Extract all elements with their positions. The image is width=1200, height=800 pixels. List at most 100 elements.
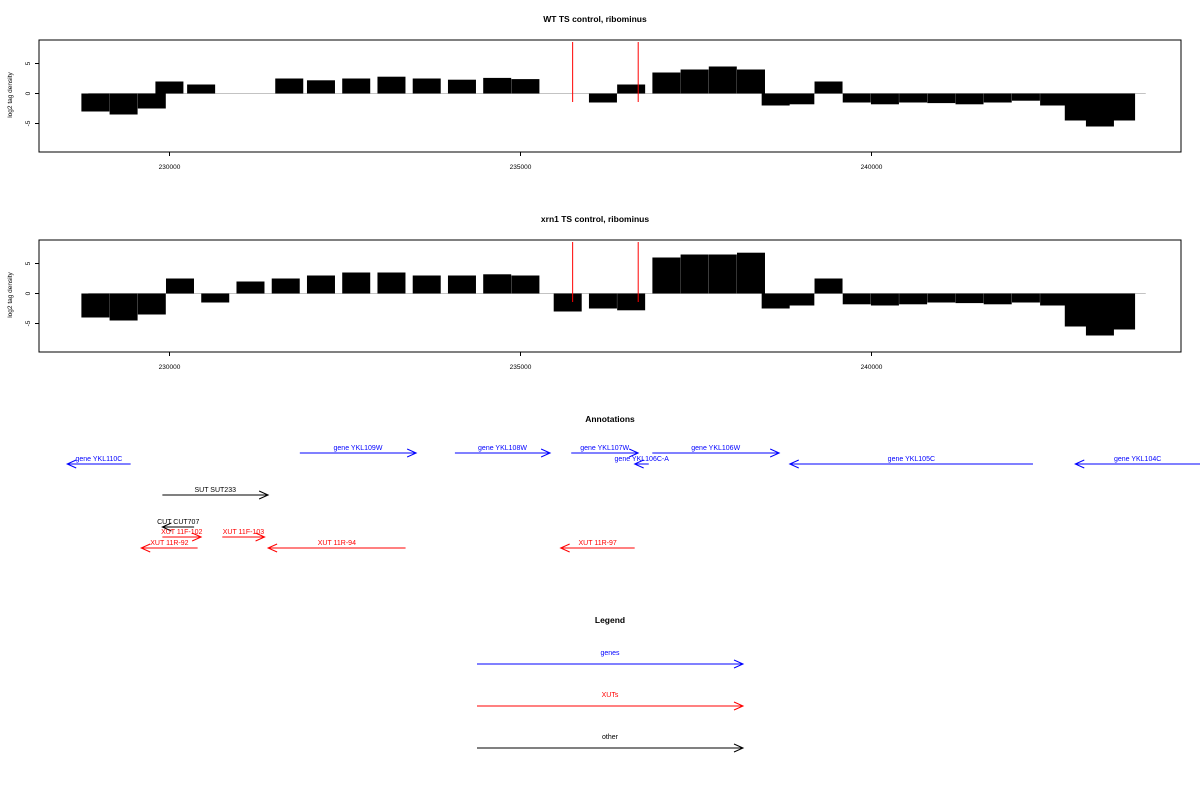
feature-label: XUT 11R-94 [318, 540, 356, 547]
signal-bar [983, 93, 1012, 103]
panel-title: xrn1 TS control, ribominus [541, 214, 649, 224]
feature-gene: gene YKL108W [454, 445, 552, 458]
signal-bar [617, 84, 646, 94]
annotations-title: Annotations [585, 414, 635, 424]
feature-label: gene YKL109W [334, 445, 383, 452]
signal-bar [412, 78, 441, 94]
bar-layer [81, 252, 1146, 336]
arrowhead [161, 522, 172, 532]
x-tick-label: 230000 [159, 364, 181, 371]
signal-bar [708, 66, 737, 94]
signal-bar [377, 272, 406, 294]
signal-bar [511, 275, 540, 294]
signal-bar [447, 79, 476, 94]
arrowhead [733, 743, 745, 753]
signal-bar [652, 257, 681, 294]
signal-bar [483, 77, 512, 94]
y-tick-label: -5 [25, 120, 32, 126]
feature-gene: gene YKL109W [299, 445, 418, 458]
legend-label: genes [600, 650, 620, 657]
feature-label: XUT 11F-102 [161, 529, 202, 536]
feature-label: gene YKL105C [888, 456, 935, 463]
signal-bar [680, 254, 709, 294]
y-tick-label: 5 [25, 61, 32, 65]
signal-bar [680, 69, 709, 94]
feature-layer: gene YKL110C gene YKL109W gene YKL108W gene… [65, 445, 1200, 553]
signal-bar [955, 93, 984, 105]
arrowhead [258, 490, 270, 500]
x-tick-label: 240000 [861, 364, 883, 371]
signal-bar [511, 79, 540, 94]
signal-bar [447, 275, 476, 294]
feature-label: XUT 11F-103 [223, 529, 264, 536]
signal-bar [165, 278, 194, 294]
signal-bar [1040, 93, 1069, 106]
x-tick-label: 230000 [159, 164, 181, 171]
bar-layer [81, 66, 1146, 127]
y-tick-label: 0 [25, 91, 32, 95]
feature-label: gene YKL110C [75, 456, 122, 463]
signal-bar [736, 69, 765, 94]
signal-bar [483, 274, 512, 294]
track-panel-xrn1: xrn1 TS control, ribominus log2 tag dens… [7, 214, 1182, 371]
arrowhead [769, 448, 781, 458]
signal-bar [927, 93, 956, 104]
legend-item-other: other [477, 734, 745, 753]
signal-bar [588, 293, 617, 309]
feature-label: gene YKL104C [1114, 456, 1161, 463]
signal-bar [870, 293, 899, 306]
signal-bar [342, 78, 371, 94]
y-axis: -5 0 5 [25, 61, 39, 126]
feature-label: gene YKL107W [580, 445, 629, 452]
signal-bar [236, 281, 265, 294]
arrowhead [628, 448, 640, 458]
feature-label: gene YKL106W [691, 445, 740, 452]
feature-label: XUT 11R-92 [150, 540, 188, 547]
feature-label: gene YKL106C-A [615, 456, 670, 463]
feature-xut: XUT 11F-103 [222, 529, 266, 542]
feature-gene: gene YKL110C [65, 456, 131, 469]
track-panel-wt: WT TS control, ribominus log2 tag densit… [7, 14, 1182, 171]
signal-bar [137, 93, 166, 109]
arrowhead [266, 543, 278, 553]
feature-label: XUT 11R-97 [579, 540, 617, 547]
signal-bar [377, 76, 406, 94]
legend-item-gene: genes [477, 650, 745, 669]
signal-bar [1040, 293, 1069, 306]
feature-xut: XUT 11R-97 [559, 540, 635, 553]
arrowhead [633, 459, 644, 469]
feature-label: CUT CUT707 [157, 519, 199, 526]
arrowhead [191, 532, 203, 542]
signal-bar [842, 93, 871, 103]
signal-bar [652, 72, 681, 94]
y-tick-label: 5 [25, 261, 32, 265]
feature-other: SUT SUT233 [162, 487, 270, 500]
feature-gene: gene YKL106C-A [615, 456, 670, 469]
legend-item-xut: XUTs [477, 692, 745, 711]
feature-gene: gene YKL106W [652, 445, 781, 458]
signal-bar [306, 80, 335, 94]
x-axis: 230000 235000 240000 [159, 352, 883, 371]
signal-bar [761, 293, 790, 309]
arrowhead [733, 659, 745, 669]
signal-bar [109, 93, 138, 115]
y-axis-label: log2 tag density [7, 71, 14, 117]
signal-bar [842, 293, 871, 305]
feature-gene: gene YKL104C [1074, 456, 1200, 469]
signal-bar [786, 93, 815, 105]
arrowhead [1074, 459, 1085, 469]
signal-bar [617, 293, 646, 311]
feature-xut: XUT 11R-94 [266, 540, 406, 553]
signal-bar [1107, 293, 1136, 330]
arrowhead [559, 543, 570, 553]
legend-label: other [602, 734, 619, 741]
signal-bar [927, 293, 956, 303]
x-tick-label: 235000 [510, 164, 532, 171]
legend-label: XUTs [602, 692, 619, 699]
feature-gene: gene YKL107W [571, 445, 640, 458]
signal-bar [708, 254, 737, 294]
signal-bar [306, 275, 335, 294]
signal-bar [899, 293, 928, 305]
signal-bar [275, 78, 304, 94]
